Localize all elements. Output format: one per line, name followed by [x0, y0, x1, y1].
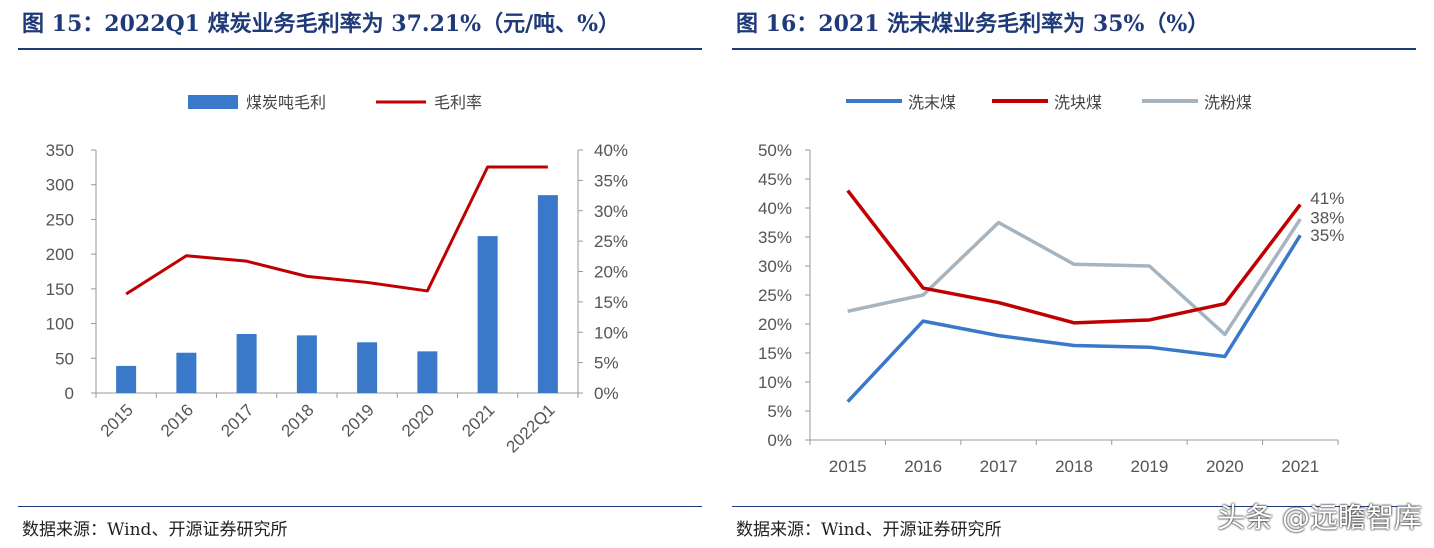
x-tick-label-2018: 2018: [278, 400, 318, 440]
x-tick-label-2020: 2020: [1206, 457, 1244, 476]
watermark: 头条 @远瞻智库: [1217, 501, 1422, 534]
y-tick-label: 20%: [758, 315, 792, 334]
left-chart-title: 图 15：2022Q1 煤炭业务毛利率为 37.21%（元/吨、%）: [22, 11, 621, 37]
right-y-tick-label: 5%: [594, 354, 619, 373]
bar-2019: [357, 342, 378, 393]
end-label-0: 41%: [1310, 189, 1344, 208]
left-y-tick-label: 250: [46, 210, 74, 229]
right-y-tick-label: 30%: [594, 202, 628, 221]
right-y-tick-label: 0%: [594, 384, 619, 403]
y-tick-label: 25%: [758, 286, 792, 305]
bar-2016: [176, 352, 197, 393]
right-y-tick-label: 25%: [594, 232, 628, 251]
bar-2022Q1: [537, 195, 558, 393]
left-y-tick-label: 100: [46, 315, 74, 334]
y-tick-label: 10%: [758, 373, 792, 392]
legend-label-bar: 煤炭吨毛利: [246, 93, 326, 112]
y-tick-label: 50%: [758, 141, 792, 160]
y-tick-label: 45%: [758, 170, 792, 189]
x-tick-label-2020: 2020: [398, 400, 438, 440]
y-tick-label: 5%: [767, 402, 792, 421]
x-tick-label-2016: 2016: [904, 457, 942, 476]
x-tick-label-2015: 2015: [97, 400, 137, 440]
left-source: 数据来源：Wind、开源证券研究所: [22, 520, 288, 540]
end-label-2: 35%: [1310, 226, 1344, 245]
right-y-tick-label: 40%: [594, 141, 628, 160]
left-y-tick-label: 300: [46, 176, 74, 195]
legend-swatch-bar: [188, 95, 238, 109]
left-bottom-rule: [18, 506, 702, 507]
left-panel: 图 15：2022Q1 煤炭业务毛利率为 37.21%（元/吨、%） 煤炭吨毛利…: [0, 0, 712, 548]
x-tick-label-2019: 2019: [1131, 457, 1169, 476]
right-y-tick-label: 20%: [594, 263, 628, 282]
left-y-tick-label: 0: [65, 384, 74, 403]
bar-2015: [116, 365, 137, 393]
right-y-tick-label: 10%: [594, 323, 628, 342]
right-panel: 图 16：2021 洗末煤业务毛利率为 35%（%） 洗末煤 洗块煤 洗粉煤 0% 5%…: [722, 0, 1434, 548]
x-tick-label-2016: 2016: [157, 400, 197, 440]
right-y-tick-label: 15%: [594, 293, 628, 312]
end-label-1: 38%: [1310, 209, 1344, 228]
x-tick-label-2022Q1: 2022Q1: [502, 400, 558, 456]
right-source: 数据来源：Wind、开源证券研究所: [736, 520, 1002, 540]
x-tick-label-2021: 2021: [1281, 457, 1319, 476]
right-chart-title: 图 16：2021 洗末煤业务毛利率为 35%（%）: [736, 11, 1210, 37]
right-chart: 洗末煤 洗块煤 洗粉煤 0% 5% 10% 15% 20% 25% 30% 35% 40% 45% 50%…: [758, 93, 1344, 476]
bar-2017: [236, 333, 257, 393]
x-tick-label-2015: 2015: [829, 457, 867, 476]
x-tick-label-2018: 2018: [1055, 457, 1093, 476]
y-tick-label: 0%: [767, 431, 792, 450]
left-title-rule: [18, 48, 702, 50]
y-tick-label: 40%: [758, 199, 792, 218]
bar-2021: [477, 236, 498, 393]
x-tick-label-2017: 2017: [217, 400, 257, 440]
y-tick-label: 30%: [758, 257, 792, 276]
line-series-0: [846, 234, 1302, 403]
left-y-tick-label: 150: [46, 280, 74, 299]
line-series-1: [846, 189, 1302, 325]
x-tick-label-2017: 2017: [980, 457, 1018, 476]
legend-label-line: 毛利率: [434, 93, 482, 112]
right-y-tick-label: 35%: [594, 171, 628, 190]
left-y-tick-label: 350: [46, 141, 74, 160]
x-tick-label-2019: 2019: [338, 400, 378, 440]
line-series-2: [847, 218, 1302, 337]
right-bottom-rule: [732, 506, 1416, 507]
x-tick-label-2021: 2021: [458, 400, 498, 440]
bar-2018: [296, 335, 317, 393]
left-y-tick-label: 200: [46, 245, 74, 264]
legend-label-0: 洗末煤: [908, 93, 956, 112]
y-tick-label: 15%: [758, 344, 792, 363]
left-y-tick-label: 50: [55, 349, 74, 368]
y-tick-label: 35%: [758, 228, 792, 247]
right-title-rule: [732, 48, 1416, 50]
line-series-gross-margin: [125, 165, 548, 296]
legend-label-1: 洗块煤: [1054, 93, 1102, 112]
legend-label-2: 洗粉煤: [1204, 93, 1252, 112]
left-chart: 煤炭吨毛利 毛利率 0 50 100 150 200 250 300 350 0% 5% 10% 15% 2…: [46, 93, 628, 457]
bar-2020: [417, 351, 438, 393]
